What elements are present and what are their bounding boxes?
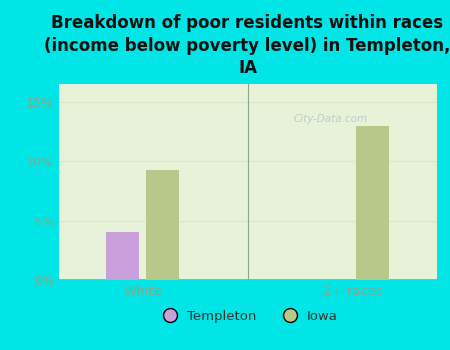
Text: City-Data.com: City-Data.com xyxy=(293,114,368,124)
Title: Breakdown of poor residents within races
(income below poverty level) in Templet: Breakdown of poor residents within races… xyxy=(44,14,450,77)
Bar xyxy=(356,126,389,280)
Bar xyxy=(146,169,180,280)
Legend: Templeton, Iowa: Templeton, Iowa xyxy=(152,305,343,328)
Bar xyxy=(106,232,139,280)
